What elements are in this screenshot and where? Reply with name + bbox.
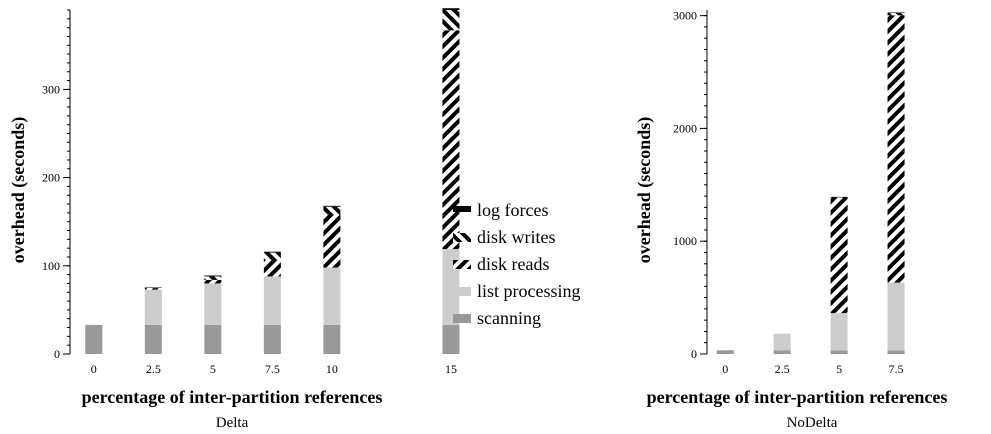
bar-segment-list-processing — [144, 289, 162, 325]
bar-segment-scanning — [204, 324, 222, 354]
bar-segment-scanning — [442, 324, 460, 354]
nodelta-caption: NoDelta — [787, 415, 838, 431]
bar-stack — [204, 275, 222, 354]
legend-item-scanning: scanning — [453, 308, 541, 328]
bar-segment-log-forces — [144, 287, 162, 288]
x-tick-label: 7.5 — [265, 362, 280, 376]
bar-segment-log-forces — [887, 12, 905, 14]
bar-stack — [85, 324, 103, 354]
bar-segment-disk-writes — [323, 206, 341, 215]
y-tick-label: 200 — [42, 171, 60, 185]
bar-segment-scanning — [144, 324, 162, 354]
bar-segment-log-forces — [442, 8, 460, 10]
bar-segment-list-processing — [773, 333, 791, 351]
nodelta-y-ticks: 0 1000 2000 3000 — [673, 9, 707, 361]
y-tick-label: 0 — [54, 347, 60, 361]
nodelta-plot-area — [716, 12, 905, 354]
x-tick-label: 2.5 — [775, 362, 790, 376]
bar-stack — [323, 205, 341, 354]
bar-segment-disk-reads — [442, 30, 460, 250]
bar-segment-disk-writes — [830, 197, 848, 199]
bar-segment-scanning — [263, 324, 281, 354]
legend-item-disk-reads: disk reads — [453, 254, 549, 274]
bar-stack — [830, 196, 848, 354]
bar-stack — [887, 12, 905, 354]
x-tick-label: 15 — [445, 362, 457, 376]
nodelta-y-axis-title: overhead (seconds) — [634, 117, 655, 264]
legend-label: list processing — [477, 281, 581, 301]
bar-segment-list-processing — [323, 267, 341, 325]
legend-label: disk writes — [477, 227, 556, 247]
chart-nodelta: 0 1000 2000 3000 0 2.5 5 7.5 overhead (seconds… — [634, 9, 947, 431]
legend-item-list-processing: list processing — [453, 281, 581, 301]
x-tick-label: 5 — [836, 362, 842, 376]
delta-caption: Delta — [216, 415, 249, 431]
legend-item-disk-writes: disk writes — [453, 227, 556, 247]
y-tick-label: 100 — [42, 259, 60, 273]
bar-segment-list-processing — [204, 283, 222, 325]
bar-stack — [716, 350, 734, 354]
bar-segment-scanning — [830, 350, 848, 354]
bar-segment-disk-reads — [323, 214, 341, 268]
bar-segment-disk-reads — [144, 288, 162, 290]
legend-item-log-forces: log forces — [453, 200, 548, 220]
bar-segment-disk-reads — [263, 260, 281, 277]
legend-label: disk reads — [477, 254, 549, 274]
bar-segment-disk-writes — [204, 276, 222, 280]
delta-plot-area — [85, 8, 460, 354]
bar-segment-list-processing — [263, 276, 281, 325]
bar-segment-disk-writes — [887, 13, 905, 16]
bar-segment-disk-reads — [204, 279, 222, 284]
y-tick-label: 0 — [691, 347, 697, 361]
nodelta-x-ticks: 0 2.5 5 7.5 — [722, 362, 903, 376]
legend-swatch — [453, 206, 471, 212]
y-tick-label: 3000 — [673, 9, 697, 23]
bar-segment-log-forces — [263, 251, 281, 253]
bar-stack — [263, 251, 281, 354]
delta-y-ticks: 0 100 200 300 — [42, 9, 70, 361]
bar-segment-disk-reads — [887, 15, 905, 283]
delta-x-axis-title: percentage of inter-partition references — [82, 387, 383, 407]
legend-swatch — [453, 287, 471, 296]
bar-segment-disk-writes — [442, 10, 460, 31]
legend-label: scanning — [477, 308, 541, 328]
nodelta-x-axis-title: percentage of inter-partition references — [647, 387, 948, 407]
y-tick-label: 300 — [42, 82, 60, 96]
bar-segment-disk-writes — [144, 287, 162, 289]
y-tick-label: 2000 — [673, 121, 697, 135]
bar-segment-scanning — [716, 350, 734, 354]
x-tick-label: 7.5 — [889, 362, 904, 376]
delta-y-axis-title: overhead (seconds) — [8, 117, 29, 264]
bar-segment-disk-writes — [263, 252, 281, 261]
bar-stack — [442, 8, 460, 354]
bar-segment-list-processing — [830, 313, 848, 351]
bar-stack — [144, 287, 162, 354]
x-tick-label: 5 — [210, 362, 216, 376]
bar-segment-log-forces — [830, 196, 848, 198]
bar-segment-scanning — [85, 324, 103, 354]
legend-swatch — [453, 233, 471, 242]
bar-segment-log-forces — [204, 275, 222, 277]
bar-segment-list-processing — [887, 282, 905, 351]
y-tick-label: 1000 — [673, 234, 697, 248]
bar-stack — [773, 333, 791, 354]
legend: log forces disk writes disk reads list proc… — [453, 200, 581, 328]
bar-segment-scanning — [773, 350, 791, 354]
bar-segment-scanning — [887, 350, 905, 354]
bar-segment-scanning — [323, 324, 341, 354]
legend-swatch — [453, 314, 471, 323]
legend-swatch — [453, 260, 471, 269]
x-tick-label: 0 — [722, 362, 728, 376]
x-tick-label: 0 — [91, 362, 97, 376]
chart-delta: 0 100 200 300 0 2.5 5 7.5 10 15 overhead (second… — [8, 8, 460, 431]
x-tick-label: 2.5 — [146, 362, 161, 376]
x-tick-label: 10 — [326, 362, 338, 376]
legend-label: log forces — [477, 200, 548, 220]
delta-x-ticks: 0 2.5 5 7.5 10 15 — [91, 362, 457, 376]
bar-segment-log-forces — [323, 205, 341, 207]
bar-segment-disk-reads — [830, 198, 848, 314]
